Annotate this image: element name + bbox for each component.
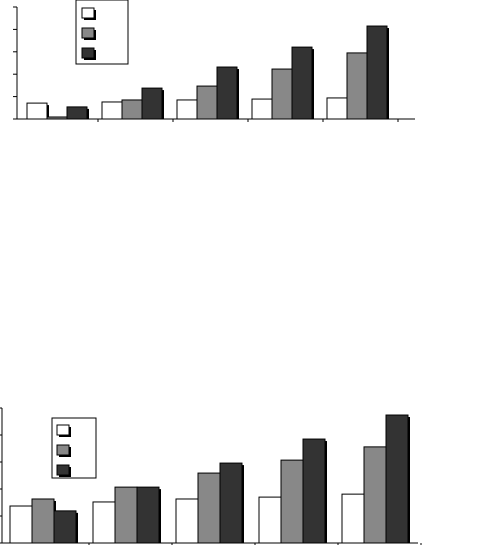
bar <box>291 46 313 120</box>
bar <box>216 66 238 120</box>
bar <box>121 99 143 120</box>
bar <box>53 510 77 544</box>
bar <box>326 97 348 120</box>
bar <box>31 498 55 544</box>
legend-swatch <box>81 27 95 39</box>
bar <box>271 68 293 120</box>
bar <box>114 486 138 544</box>
bar <box>219 462 243 544</box>
bar <box>136 486 160 544</box>
bar <box>258 496 282 544</box>
bar <box>176 99 198 120</box>
bar <box>101 101 123 120</box>
bar <box>66 106 88 120</box>
bar <box>46 116 68 120</box>
bar <box>175 498 199 544</box>
bar <box>280 459 304 544</box>
bar <box>9 505 33 544</box>
bar <box>341 493 365 544</box>
bar <box>302 438 326 544</box>
bar <box>26 102 48 120</box>
legend-swatch <box>81 47 95 59</box>
bar <box>196 85 218 120</box>
legend-swatch <box>56 444 70 456</box>
legend-swatch <box>56 464 70 476</box>
bar <box>346 52 368 120</box>
bar <box>385 414 409 544</box>
bar <box>363 446 387 544</box>
bar <box>251 98 273 120</box>
bar <box>197 472 221 544</box>
bar <box>141 87 163 120</box>
bar <box>366 25 388 120</box>
legend-swatch <box>81 7 95 19</box>
legend-swatch <box>56 424 70 436</box>
bar <box>92 501 116 544</box>
